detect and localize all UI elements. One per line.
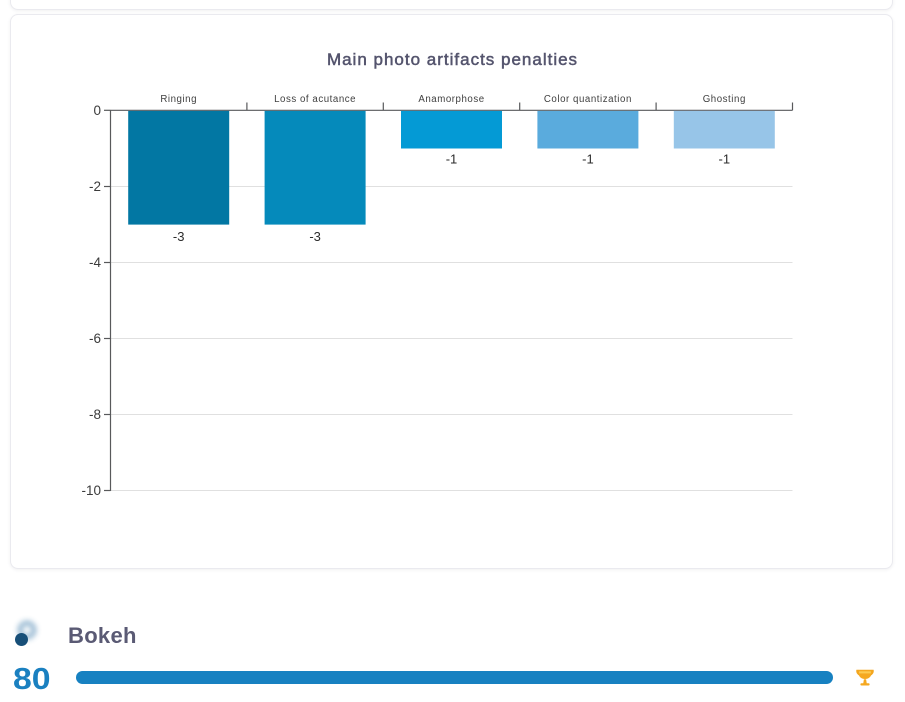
svg-text:Ghosting: Ghosting: [703, 94, 746, 105]
svg-text:-1: -1: [582, 152, 594, 167]
svg-text:-2: -2: [89, 179, 101, 194]
svg-text:-8: -8: [89, 407, 101, 422]
svg-text:Anamorphose: Anamorphose: [418, 94, 484, 105]
svg-text:-4: -4: [89, 255, 101, 270]
svg-text:Ringing: Ringing: [160, 94, 197, 105]
svg-text:-10: -10: [81, 483, 101, 498]
svg-text:-6: -6: [89, 331, 101, 346]
svg-text:Color quantization: Color quantization: [544, 94, 632, 105]
svg-text:Loss of acutance: Loss of acutance: [274, 94, 356, 105]
svg-text:-1: -1: [446, 152, 458, 167]
svg-text:0: 0: [93, 103, 101, 118]
svg-text:-3: -3: [309, 229, 321, 244]
svg-text:-3: -3: [173, 229, 185, 244]
svg-text:-1: -1: [719, 152, 731, 167]
